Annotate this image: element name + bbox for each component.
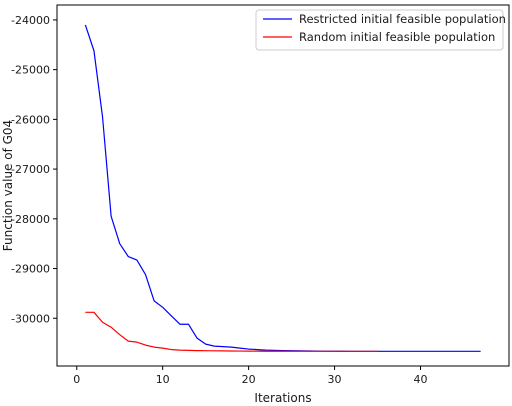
plot-area [56,4,510,367]
x-axis-label: Iterations [254,391,311,405]
x-tick-label: 20 [242,373,256,386]
y-axis: -24000 -25000 -26000 -27000 -28000 -29000 -300… [11,14,57,325]
y-tick-label: -30000 [11,312,50,325]
x-tick-label: 0 [73,373,80,386]
y-tick-label: -28000 [11,213,50,226]
y-tick-label: -26000 [11,113,50,126]
legend-label-random: Random initial feasible population [299,30,495,44]
y-tick-label: -25000 [11,64,50,77]
y-tick-label: -24000 [11,14,50,27]
series-line-random [85,311,378,352]
x-tick-label: 40 [413,373,427,386]
legend: Restricted initial feasible population R… [255,9,506,51]
y-tick-label: -29000 [11,263,50,276]
x-axis: 0 10 20 30 40 [73,366,427,386]
x-tick-label: 10 [156,373,170,386]
plot-frame [56,4,510,367]
x-tick-label: 30 [328,373,342,386]
legend-label-restricted: Restricted initial feasible population [299,12,506,26]
series-lines [84,24,481,352]
series-line-restricted [84,24,481,352]
legend-box [255,9,504,51]
y-tick-label: -27000 [11,163,50,176]
y-axis-label: Function value of G04 [1,120,15,251]
